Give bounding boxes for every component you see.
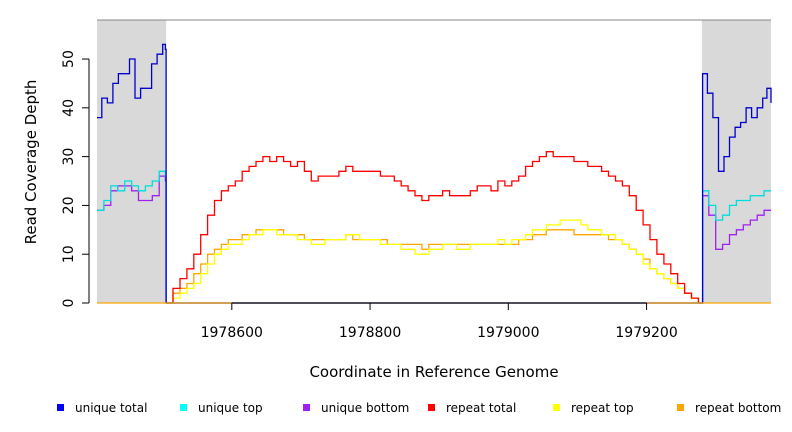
shaded-region-0	[97, 20, 167, 303]
legend-swatch	[553, 404, 560, 411]
legend-swatch	[303, 404, 310, 411]
series-line-repeat-top	[166, 219, 702, 304]
axes: 1978600 1978800 1979000 1979200 0 10 20 30 40 50	[61, 50, 678, 341]
y-tick-label: 20	[61, 196, 77, 214]
x-axis-title: Coordinate in Reference Genome	[309, 363, 558, 381]
legend-swatch	[677, 404, 684, 411]
legend-label: repeat total	[446, 401, 516, 415]
legend-item: repeat top	[553, 401, 634, 415]
y-tick-label: 30	[61, 148, 77, 166]
legend-item: unique bottom	[303, 401, 409, 415]
legend-item: repeat bottom	[677, 401, 781, 415]
series-line-repeat-total	[166, 151, 702, 304]
y-tick-label: 10	[61, 245, 77, 263]
y-tick-label: 0	[61, 299, 77, 308]
legend: unique total unique top unique bottom repea…	[57, 401, 781, 415]
legend-swatch	[57, 404, 64, 411]
y-tick-label: 50	[61, 50, 77, 68]
legend-label: unique top	[198, 401, 263, 415]
legend-item: unique top	[180, 401, 263, 415]
legend-item: unique total	[57, 401, 147, 415]
legend-item: repeat total	[428, 401, 516, 415]
y-axis-title: Read Coverage Depth	[22, 80, 40, 245]
legend-swatch	[180, 404, 187, 411]
legend-swatch	[428, 404, 435, 411]
x-tick-label: 1978600	[201, 325, 263, 341]
x-tick-label: 1979200	[615, 325, 677, 341]
x-tick-label: 1979000	[477, 325, 539, 341]
legend-label: unique bottom	[321, 401, 409, 415]
series-lines	[97, 43, 772, 304]
x-tick-label: 1978800	[339, 325, 401, 341]
series-line-repeat-bottom	[166, 229, 702, 304]
shaded-regions	[97, 20, 771, 303]
legend-label: repeat bottom	[695, 401, 781, 415]
y-tick-label: 40	[61, 99, 77, 117]
legend-label: unique total	[75, 401, 147, 415]
legend-label: repeat top	[571, 401, 634, 415]
shaded-region-1	[701, 20, 771, 303]
